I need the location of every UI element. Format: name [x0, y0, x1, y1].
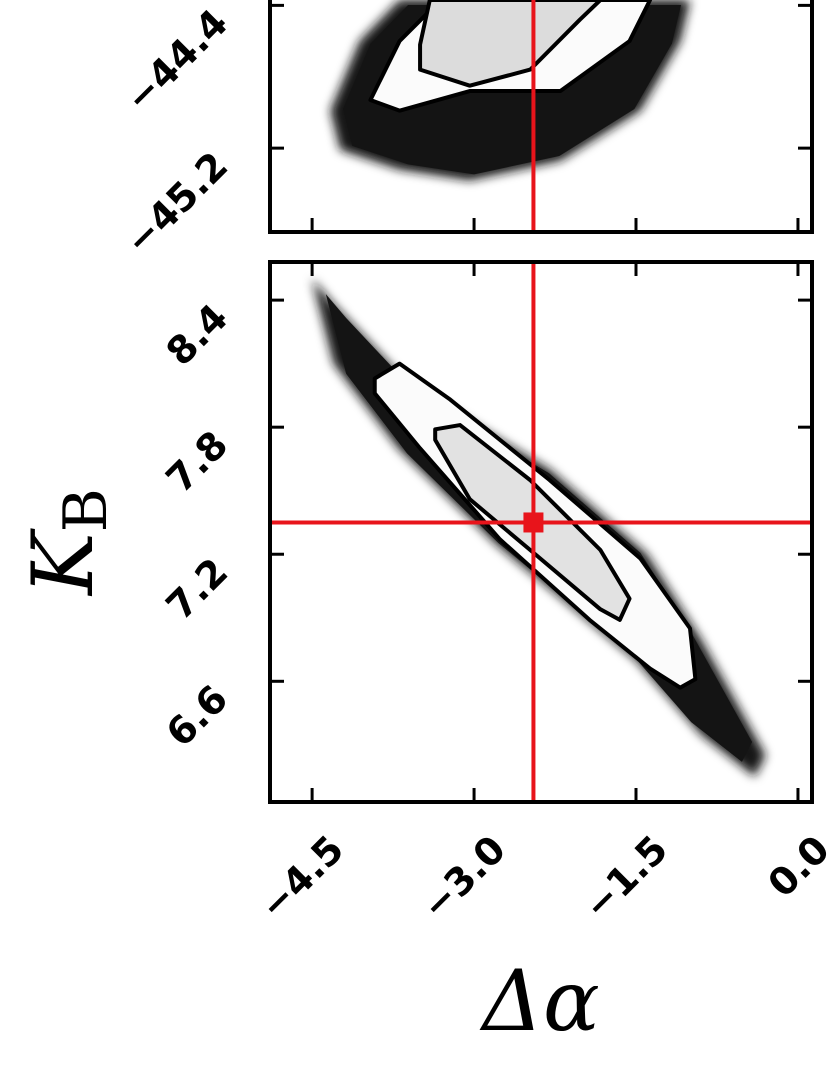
x-tick-label: −1.5	[575, 827, 676, 928]
y-tick-label: 8.4	[158, 295, 237, 374]
y-tick-label: 6.6	[158, 677, 237, 756]
y-axis-label: KB	[14, 488, 121, 597]
panel-frame	[268, 0, 814, 234]
x-tick-label: 0.0	[759, 827, 830, 906]
contour	[418, 0, 603, 88]
y-axis-label-sub: B	[51, 488, 121, 532]
truth-point	[523, 512, 544, 533]
y-tick-label: 7.8	[158, 422, 237, 501]
y-tick-label: −44.4	[116, 1, 236, 121]
y-axis-label-main: K	[14, 528, 112, 597]
y-tick-label: −45.2	[116, 143, 236, 263]
x-tick-label: −4.5	[251, 827, 352, 928]
panel-frame	[268, 260, 814, 804]
panel	[270, 262, 812, 802]
x-axis-label: Δα	[479, 952, 599, 1050]
panel	[330, 0, 690, 232]
y-tick-label: 7.2	[158, 549, 237, 628]
x-tick-label: −3.0	[413, 827, 514, 928]
